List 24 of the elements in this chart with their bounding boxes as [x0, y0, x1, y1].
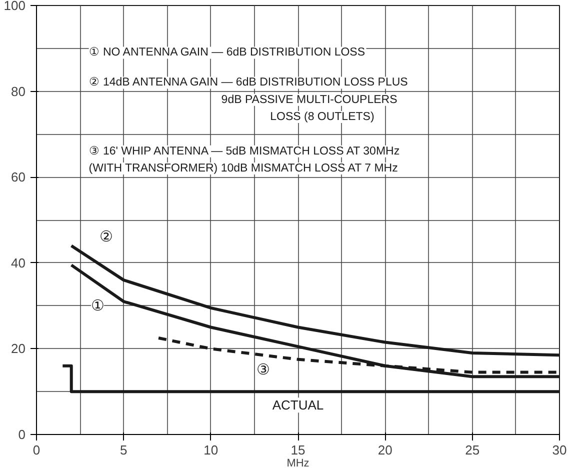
annotation: LOSS (8 OUTLETS) — [270, 111, 374, 124]
x-tick-label: 5 — [120, 442, 128, 458]
y-tick-label: 20 — [11, 341, 26, 356]
annotation: ① NO ANTENNA GAIN — 6dB DISTRIBUTION LOSS — [88, 46, 366, 59]
y-tick-label: 40 — [11, 255, 26, 270]
y-tick-label: 0 — [18, 427, 26, 442]
annotation: 9dB PASSIVE MULTI-COUPLERS — [221, 94, 398, 106]
y-tick-label: 80 — [11, 84, 26, 99]
x-tick-label: 15 — [290, 442, 306, 458]
annotation: ACTUAL — [272, 398, 324, 413]
x-tick-label: 20 — [378, 442, 392, 458]
x-axis-title: MHz — [286, 458, 310, 470]
x-tick-label: 0 — [32, 442, 40, 458]
y-tick-label: 60 — [11, 170, 26, 185]
x-tick-label: 30 — [552, 442, 567, 458]
y-tick-label: 100 — [4, 0, 26, 13]
x-tick-label: 10 — [204, 442, 218, 458]
annotation: ③ — [256, 362, 270, 379]
annotation: (WITH TRANSFORMER) 10dB MISMATCH LOSS AT 7 MHz — [88, 162, 398, 175]
annotation: ③ 16' WHIP ANTENNA — 5dB MISMATCH LOSS AT 30MHz — [88, 145, 400, 158]
x-tick-label: 25 — [465, 442, 480, 458]
annotation: ② 14dB ANTENNA GAIN — 6dB DISTRIBUTION LOSS PLUS — [88, 76, 408, 89]
annotation: ① — [91, 297, 104, 314]
annotation: ② — [100, 228, 113, 246]
